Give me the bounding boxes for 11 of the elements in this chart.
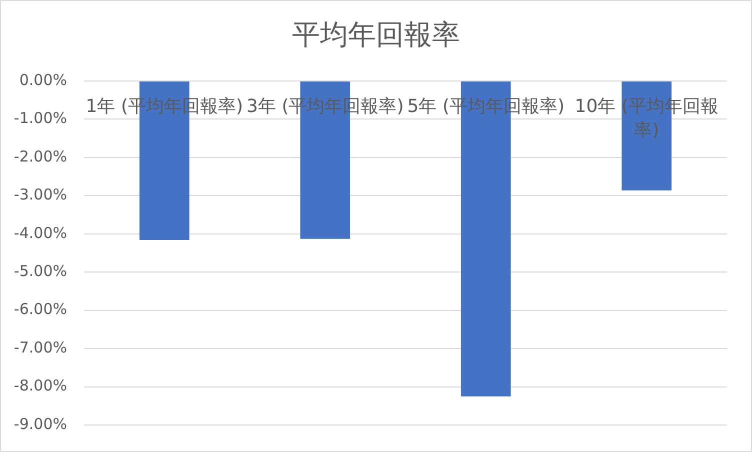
y-tick-label: -2.00% [14,147,67,166]
y-tick-label: -1.00% [14,109,67,128]
chart-title: 平均年回報率 [292,18,460,51]
y-tick-label: -8.00% [14,376,67,395]
y-tick-label: -3.00% [14,186,67,204]
y-tick-label: 0.00% [19,70,67,89]
y-tick-label: -4.00% [14,224,67,242]
y-tick-label: -6.00% [14,300,67,318]
y-tick-label: -5.00% [14,262,67,280]
y-tick-label: -9.00% [14,414,67,433]
y-tick-label: -7.00% [14,338,67,356]
